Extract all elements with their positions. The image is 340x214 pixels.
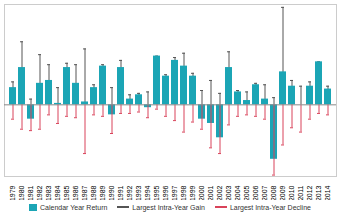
svg-text:2002: 2002 [216, 185, 223, 200]
svg-text:2009: 2009 [279, 185, 286, 200]
svg-text:2000: 2000 [198, 185, 205, 200]
svg-text:1979: 1979 [9, 185, 16, 200]
svg-text:1994: 1994 [144, 185, 151, 200]
svg-text:1997: 1997 [171, 185, 178, 200]
svg-text:1987: 1987 [81, 185, 88, 200]
svg-text:2001: 2001 [207, 185, 214, 200]
svg-text:1989: 1989 [99, 185, 106, 200]
svg-text:1980: 1980 [18, 185, 25, 200]
svg-text:2008: 2008 [270, 185, 277, 200]
svg-text:1983: 1983 [45, 185, 52, 200]
svg-text:1990: 1990 [108, 185, 115, 200]
svg-text:1982: 1982 [36, 185, 43, 200]
svg-text:1992: 1992 [126, 185, 133, 200]
svg-text:1981: 1981 [27, 185, 34, 200]
svg-text:2013: 2013 [315, 185, 322, 200]
html-text:Largest Intra-Year Gain: Largest Intra-Year Gain [132, 203, 205, 211]
html-text:Calendar Year Return: Calendar Year Return [40, 203, 108, 211]
svg-text:1986: 1986 [72, 185, 79, 200]
svg-text:1996: 1996 [162, 185, 169, 200]
svg-text:2004: 2004 [234, 185, 241, 200]
svg-text:1998: 1998 [180, 185, 187, 200]
svg-text:1991: 1991 [117, 185, 124, 200]
svg-text:1988: 1988 [90, 185, 97, 200]
svg-text:1995: 1995 [153, 185, 160, 200]
svg-text:2006: 2006 [252, 185, 259, 200]
svg-text:2012: 2012 [306, 185, 313, 200]
svg-text:2005: 2005 [243, 185, 250, 200]
svg-text:2007: 2007 [261, 185, 268, 200]
svg-text:1985: 1985 [63, 185, 70, 200]
svg-text:2003: 2003 [225, 185, 232, 200]
svg-text:2011: 2011 [297, 185, 304, 200]
svg-text:1999: 1999 [189, 185, 196, 200]
html-text:Largest Intra-Year Decline: Largest Intra-Year Decline [229, 203, 311, 211]
svg-text:1993: 1993 [135, 185, 142, 200]
svg-text:2014: 2014 [324, 185, 331, 200]
svg-text:2010: 2010 [288, 185, 295, 200]
svg-text:1984: 1984 [54, 185, 61, 200]
